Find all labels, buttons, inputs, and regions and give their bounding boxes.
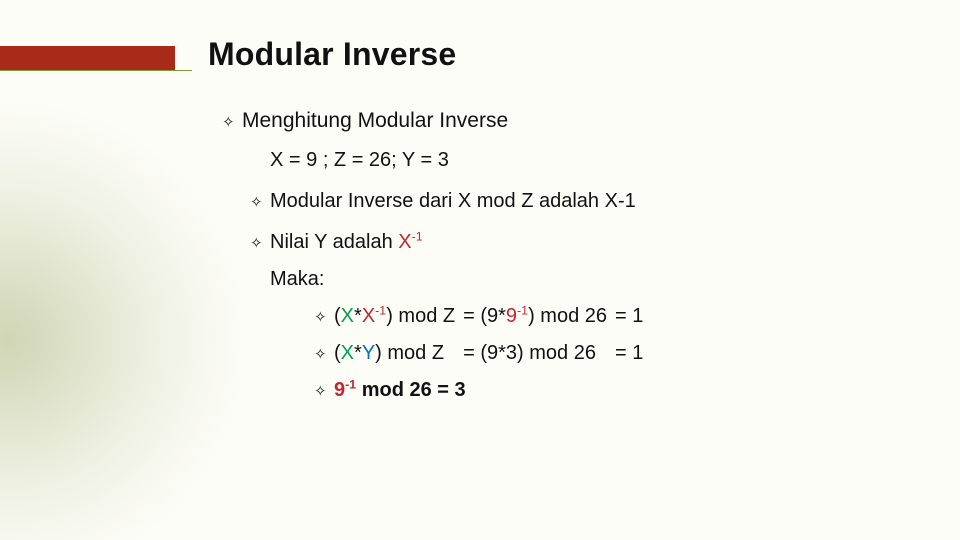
diamond-icon: ✧	[250, 195, 270, 210]
eq1-lhs: (X*X-1) mod Z	[334, 305, 463, 342]
eq1-rhs: = 1	[615, 305, 651, 342]
diamond-icon: ✧	[314, 383, 327, 400]
eq3-sup: -1	[345, 377, 356, 391]
bullet-l2b: ✧ Nilai Y adalah X-1	[250, 231, 920, 254]
eq2-lhs-y: Y	[362, 342, 375, 364]
equation-row-1: ✧ (X*X-1) mod Z = (9*9-1) mod 26 = 1	[314, 305, 651, 342]
eq1-lhs-sup: -1	[375, 303, 386, 317]
eq2-mid: = (9*3) mod 26	[463, 342, 615, 379]
slide-title: Modular Inverse	[208, 36, 920, 73]
eq3-rest: mod 26 = 3	[356, 379, 466, 401]
eq1-lhs-open: (	[334, 305, 341, 327]
l1-body-values: X = 9 ; Z = 26; Y = 3	[270, 149, 920, 172]
l1-text: Menghitung Modular Inverse	[242, 109, 508, 133]
eq1-lhs-xi: X	[362, 305, 375, 327]
eq3-text: 9-1 mod 26 = 3	[334, 379, 651, 416]
bullet-l1: ✧ Menghitung Modular Inverse	[222, 109, 920, 133]
equations-table: ✧ (X*X-1) mod Z = (9*9-1) mod 26 = 1 ✧ (…	[314, 305, 651, 416]
l2b-x: X	[398, 231, 411, 253]
slide-body: Modular Inverse ✧ Menghitung Modular Inv…	[208, 36, 920, 510]
eq2-lhs-star: *	[354, 342, 362, 364]
equation-row-3: ✧ 9-1 mod 26 = 3	[314, 379, 651, 416]
eq1-lhs-close: ) mod Z	[386, 305, 455, 327]
eq1-lhs-star: *	[354, 305, 362, 327]
l2b-text: Nilai Y adalah X-1	[270, 231, 423, 254]
diamond-icon: ✧	[314, 346, 327, 363]
equation-row-2: ✧ (X*Y) mod Z = (9*3) mod 26 = 1	[314, 342, 651, 379]
eq1-mid: = (9*9-1) mod 26	[463, 305, 615, 342]
eq1-mid-sup: -1	[517, 303, 528, 317]
bullet-l2a: ✧ Modular Inverse dari X mod Z adalah X-…	[250, 190, 920, 213]
l2b-prefix: Nilai Y adalah	[270, 231, 398, 253]
l2a-text: Modular Inverse dari X mod Z adalah X-1	[270, 190, 636, 213]
eq2-rhs: = 1	[615, 342, 651, 379]
eq2-lhs-close: ) mod Z	[375, 342, 444, 364]
l2b-sup: -1	[412, 229, 423, 243]
diamond-icon: ✧	[250, 236, 270, 251]
maka-label: Maka:	[270, 268, 920, 291]
accent-underline	[0, 70, 192, 71]
eq2-lhs-open: (	[334, 342, 341, 364]
eq3-xi: 9	[334, 379, 345, 401]
eq2-lhs-x: X	[341, 342, 354, 364]
eq1-lhs-x: X	[341, 305, 354, 327]
eq1-mid-open: = (9*	[463, 305, 506, 327]
diamond-icon: ✧	[314, 309, 327, 326]
eq1-mid-xi: 9	[506, 305, 517, 327]
accent-bar	[0, 46, 175, 70]
eq2-lhs: (X*Y) mod Z	[334, 342, 463, 379]
diamond-icon: ✧	[222, 115, 242, 130]
eq1-mid-close: ) mod 26	[528, 305, 607, 327]
